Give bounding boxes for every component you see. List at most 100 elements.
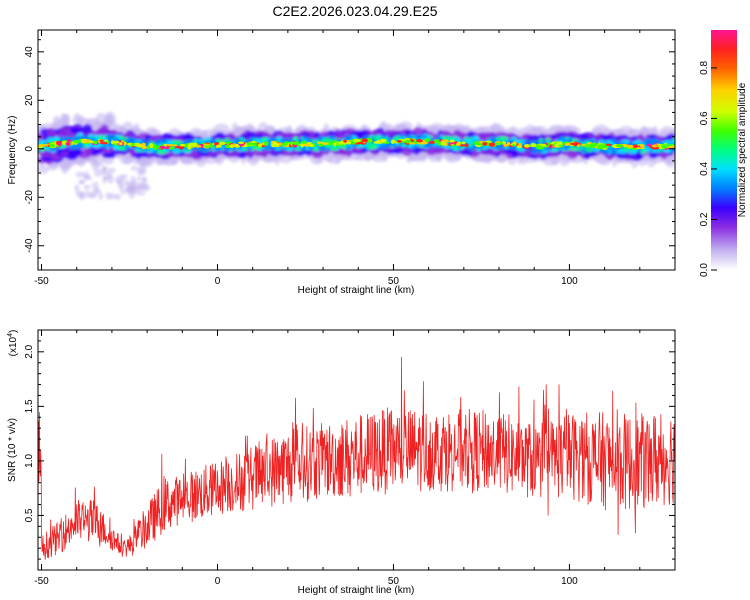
spectrogram-cell xyxy=(65,141,71,146)
spectrogram-cell xyxy=(604,143,613,147)
spectrogram-cell xyxy=(263,146,268,151)
spectrogram-cell xyxy=(52,136,60,143)
spectrogram-cell xyxy=(38,143,46,148)
spectrogram-cell xyxy=(516,147,526,152)
spectrogram-cell xyxy=(73,140,80,144)
spectrogram-cell xyxy=(79,179,85,185)
spectrogram-cell xyxy=(137,181,146,192)
x-tick-label: -50 xyxy=(34,576,49,587)
spectrogram-cell xyxy=(38,133,45,143)
spectrogram-cell xyxy=(488,142,496,147)
spectrogram-cell xyxy=(598,148,604,153)
snr-line-series xyxy=(38,356,675,560)
spectrogram-cell xyxy=(300,143,304,148)
spectrogram-cell xyxy=(107,173,114,184)
spectrogram-cell xyxy=(449,142,457,145)
spectrogram-cell xyxy=(138,145,143,148)
y-tick-label: 0 xyxy=(24,146,35,152)
spectrogram-cell xyxy=(361,138,368,143)
spectrogram-cell xyxy=(273,141,278,146)
spectrogram-cell xyxy=(313,131,321,139)
snr-x-axis-label: Height of straight line (km) xyxy=(298,585,415,596)
spectrogram-cell xyxy=(480,150,492,156)
spectrogram-cell xyxy=(390,139,395,144)
colorbar: 0.0 0.2 0.4 0.6 0.8 Normalized spectral ampl… xyxy=(699,30,748,277)
spectrogram-cell xyxy=(263,142,269,146)
spectrogram-cell xyxy=(436,141,443,146)
spectrogram-cell xyxy=(483,146,489,150)
spectrogram-cell xyxy=(639,143,645,148)
spectrogram-cell xyxy=(317,141,322,145)
spectrogram-cell xyxy=(83,174,90,180)
spectrogram-cell xyxy=(631,135,638,141)
x-tick-label: -50 xyxy=(34,276,49,287)
spectrogram-cell xyxy=(283,151,295,156)
spectrogram-cell xyxy=(103,152,116,159)
y-tick-label: 1.5 xyxy=(24,399,35,413)
spectrogram-cell xyxy=(136,168,146,176)
spectrogram-cell xyxy=(661,144,669,149)
spectrogram-cell xyxy=(218,141,226,145)
spectrogram-cell xyxy=(464,143,469,148)
spectrogram-cell xyxy=(208,145,214,148)
colorbar-tick-label: 0.4 xyxy=(699,162,710,176)
spectrogram-cell xyxy=(137,175,142,181)
spectrogram-cell xyxy=(503,143,508,147)
spectrogram-cell xyxy=(165,146,170,150)
spectrogram-cell xyxy=(482,142,488,146)
spectrogram-cell xyxy=(511,144,516,147)
spectrogram-cell xyxy=(203,143,211,146)
x-tick-label: 100 xyxy=(561,276,578,287)
spectrogram-cell xyxy=(632,144,639,148)
spectrogram-cell xyxy=(41,156,54,162)
spectrogram-cell xyxy=(79,126,93,134)
x-tick-label: 50 xyxy=(388,276,400,287)
spectrogram-cell xyxy=(585,151,597,157)
spectrogram-cell xyxy=(61,140,67,145)
spectrogram-panel: -50 0 50 100 40 20 0 -20 -40 Height of straight… xyxy=(7,29,676,296)
spectrogram-cell xyxy=(644,145,651,153)
y-tick-label: -40 xyxy=(24,238,35,253)
spectrogram-cell xyxy=(112,140,120,144)
spectrogram-cell xyxy=(216,144,222,148)
spectrogram-cell xyxy=(529,140,540,144)
spectrogram-cell xyxy=(664,135,672,142)
spectrogram-cell xyxy=(471,135,479,142)
spectrogram-cell xyxy=(404,139,412,144)
spectrogram-cell xyxy=(38,165,49,174)
spectrogram-cell xyxy=(668,143,674,147)
spectrogram-cell xyxy=(309,143,314,148)
spectrogram-cell xyxy=(511,150,520,158)
spectrogram-cell xyxy=(640,148,646,155)
spectrogram-cell xyxy=(396,140,403,143)
spectrogram-cell xyxy=(38,139,46,146)
spectrogram-cell xyxy=(428,140,436,144)
spectrogram-cell xyxy=(99,141,108,145)
spectrogram-cell xyxy=(366,140,373,143)
spectrogram-cell xyxy=(128,192,135,199)
x-tick-label: 0 xyxy=(215,576,221,587)
spectrogram-cell xyxy=(91,159,100,171)
spectrogram-cell xyxy=(373,141,380,144)
spectrogram-cell xyxy=(498,144,504,150)
spectrogram-cell xyxy=(584,144,593,147)
spectrogram-cell xyxy=(69,126,80,134)
spectrogram-cell xyxy=(646,143,652,147)
y-tick-label: 2.0 xyxy=(24,344,35,358)
spectrogram-cell xyxy=(615,149,623,154)
spectrogram-cell xyxy=(49,143,56,148)
x-tick-label: 50 xyxy=(388,576,400,587)
spectrogram-cell xyxy=(424,138,429,142)
spectrogram-cell xyxy=(333,142,337,147)
spectrogram-cell xyxy=(83,184,91,190)
spectrogram-cell xyxy=(322,142,329,146)
spectrogram-cell xyxy=(288,141,293,145)
y-tick-label: 40 xyxy=(24,46,35,58)
spectrogram-cell xyxy=(93,187,100,192)
spectrogram-cell xyxy=(178,146,183,150)
spectrogram-cell xyxy=(573,147,578,151)
spectrogram-cell xyxy=(105,115,115,128)
spectrogram-cell xyxy=(127,142,133,146)
colorbar-gradient xyxy=(711,30,737,270)
spectrogram-cell xyxy=(616,152,630,160)
